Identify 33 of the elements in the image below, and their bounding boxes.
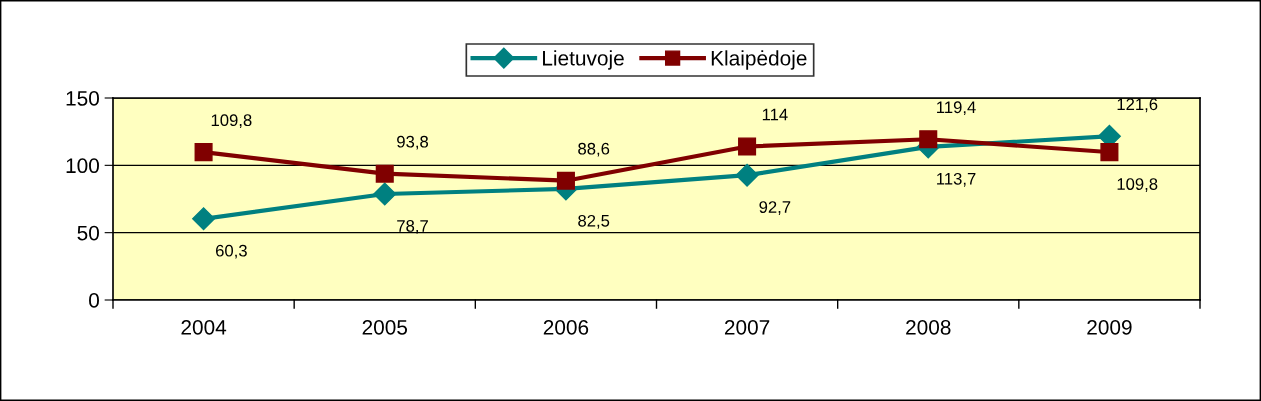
x-tick-label: 2009: [1087, 319, 1132, 335]
y-tick-label: 150: [66, 91, 99, 106]
point: [919, 130, 938, 149]
data-label: 119,4: [937, 101, 976, 116]
point: [375, 164, 394, 183]
x-tick-label: 2007: [724, 319, 770, 335]
data-label: 114: [762, 108, 788, 121]
x-tick-label: 2008: [906, 319, 951, 335]
legend-label: Lietuvoje: [543, 50, 624, 70]
x-tick-label: 2006: [543, 319, 589, 335]
data-label: 109,8: [211, 114, 252, 129]
point: [194, 143, 213, 162]
data-label: 93,8: [397, 135, 429, 150]
data-label: 109,8: [1117, 178, 1158, 192]
data-label: 60,3: [215, 244, 247, 259]
point: [738, 137, 757, 156]
y-tick-label: 50: [77, 225, 99, 241]
data-label: 88,6: [578, 142, 610, 157]
data-label: 121,6: [1117, 98, 1158, 113]
legend-label: Klaipėdoje: [711, 50, 807, 70]
data-label: 78,7: [397, 220, 428, 234]
data-label: 82,5: [578, 214, 610, 229]
point: [1100, 143, 1119, 162]
x-tick-label: 2005: [362, 319, 408, 335]
point: [373, 182, 397, 206]
data-label: 92,7: [759, 201, 791, 215]
point: [735, 163, 759, 187]
x-tick-label: 2004: [181, 319, 227, 335]
y-tick-label: 0: [89, 293, 99, 308]
data-label: 113,7: [937, 172, 976, 187]
point: [556, 171, 575, 190]
y-tick-label: 100: [66, 158, 99, 174]
point: [192, 207, 216, 231]
